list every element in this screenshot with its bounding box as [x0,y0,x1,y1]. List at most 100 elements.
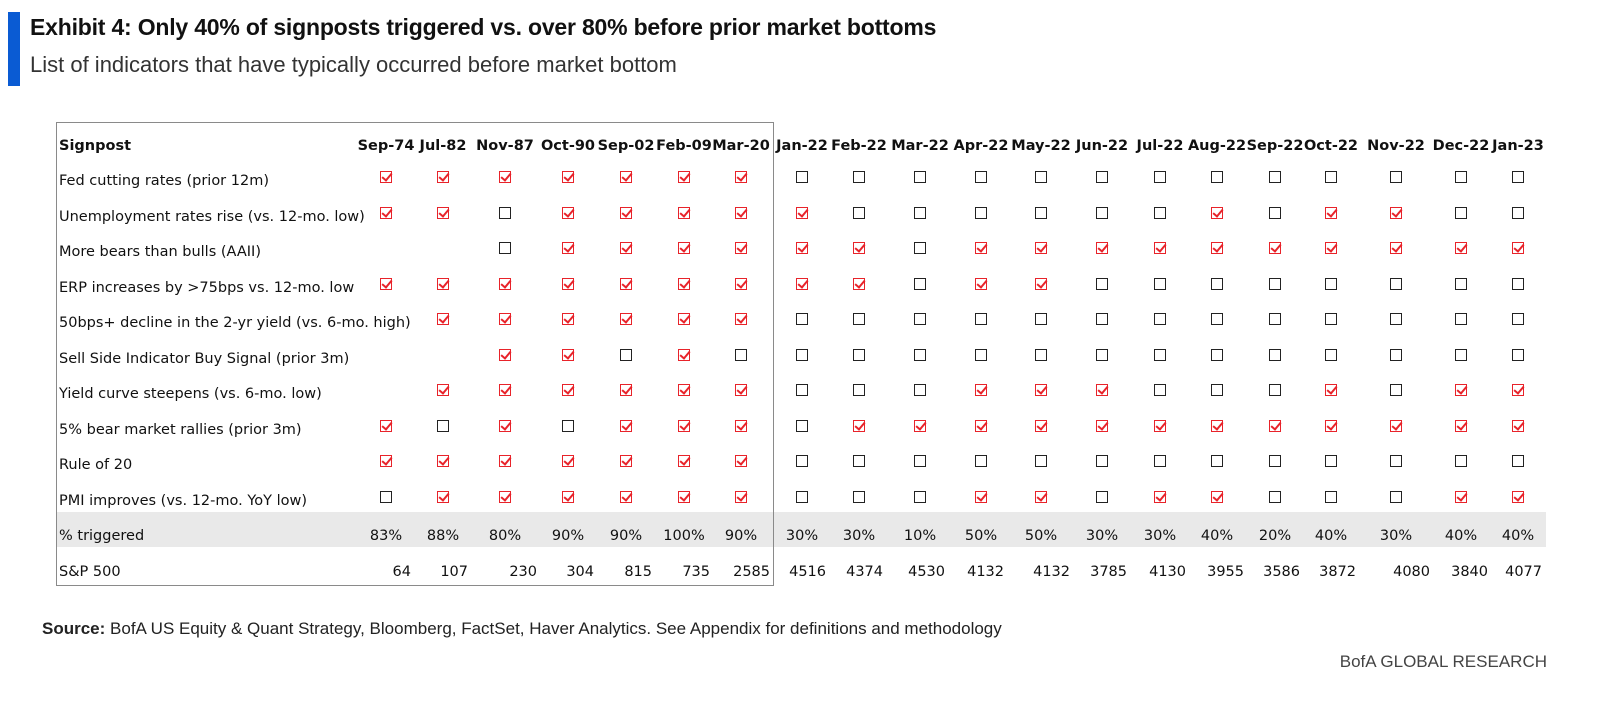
unchecked-box-icon [1035,455,1047,467]
row-label-signpost: Unemployment rates rise (vs. 12-mo. low) [59,208,365,225]
unchecked-box-icon [1455,348,1467,361]
checked-box-icon [1390,242,1402,254]
checked-box-icon [678,206,690,219]
unchecked-box-icon [1035,171,1047,183]
unchecked-box-icon [499,242,511,254]
unchecked-box-icon [1512,313,1524,325]
checked-box-icon [1269,419,1281,432]
checked-box-icon [499,384,511,396]
checked-box-icon [620,313,632,325]
column-header-period: Jan-22 [776,138,828,154]
checked-box-icon [1269,242,1281,254]
checked-box-icon [620,277,632,290]
unchecked-box-icon [1211,277,1223,290]
sp500-value: 4130 [1149,564,1186,580]
column-header-signpost: Signpost [59,138,132,154]
checked-box-icon [437,455,449,467]
unchecked-box-icon [1096,348,1108,361]
checked-box-icon [1035,242,1047,254]
triggered-value: 50% [964,528,998,544]
unchecked-box-icon [853,455,865,467]
triggered-value: 80% [488,528,522,544]
triggered-value: 20% [1258,528,1292,544]
checked-box-icon [735,171,747,183]
checked-box-icon [796,277,808,290]
row-label-signpost: ERP increases by >75bps vs. 12-mo. low [59,279,355,296]
checked-box-icon [562,348,574,361]
checked-box-icon [562,313,574,325]
unchecked-box-icon [1455,206,1467,219]
triggered-row-band [56,512,1546,547]
checked-box-icon [499,348,511,361]
unchecked-box-icon [796,171,808,183]
unchecked-box-icon [1269,206,1281,219]
row-label-signpost: Fed cutting rates (prior 12m) [59,173,269,189]
triggered-value: 40% [1501,528,1535,544]
checked-box-icon [1455,384,1467,396]
checked-box-icon [853,242,865,254]
checked-box-icon [678,490,690,503]
unchecked-box-icon [1154,171,1166,183]
unchecked-box-icon [1325,277,1337,290]
column-header-period: May-22 [1011,138,1071,154]
row-label-signpost: 5% bear market rallies (prior 3m) [59,421,302,438]
sp500-value: 3955 [1207,564,1244,580]
sp500-value: 304 [566,564,594,580]
sp500-value: 64 [392,564,411,580]
triggered-value: 30% [1379,528,1413,544]
checked-box-icon [437,490,449,503]
column-header-period: Sep-02 [597,138,655,154]
sp500-value: 230 [509,564,537,580]
unchecked-box-icon [620,348,632,361]
unchecked-box-icon [975,206,987,219]
unchecked-box-icon [853,490,865,503]
sp500-value: 4132 [967,564,1004,580]
checked-box-icon [562,384,574,396]
accent-bar [8,12,20,86]
source-label: Source: [42,619,106,638]
unchecked-box-icon [1211,384,1223,396]
row-label-signpost: PMI improves (vs. 12-mo. YoY low) [59,492,308,509]
checked-box-icon [1035,277,1047,290]
triggered-value: 40% [1314,528,1348,544]
row-label-signpost: Rule of 20 [59,457,133,473]
checked-box-icon [853,277,865,290]
unchecked-box-icon [380,490,392,503]
checked-box-icon [380,455,392,467]
column-header-period: Dec-22 [1432,138,1490,154]
unchecked-box-icon [1096,490,1108,503]
checked-box-icon [1455,419,1467,432]
triggered-value: 30% [842,528,876,544]
checked-box-icon [562,171,574,183]
page-subtitle: List of indicators that have typically o… [30,52,677,77]
unchecked-box-icon [1154,313,1166,325]
unchecked-box-icon [1035,348,1047,361]
checked-box-icon [562,455,574,467]
checked-box-icon [1211,242,1223,254]
unchecked-box-icon [1154,206,1166,219]
unchecked-box-icon [1211,171,1223,183]
column-header-period: Aug-22 [1187,138,1247,154]
sp500-value: 735 [682,564,710,580]
checked-box-icon [678,277,690,290]
checked-box-icon [562,242,574,254]
checked-box-icon [678,384,690,396]
unchecked-box-icon [1390,455,1402,467]
checked-box-icon [735,242,747,254]
row-label-signpost: Yield curve steepens (vs. 6-mo. low) [59,386,322,402]
checked-box-icon [499,171,511,183]
row-label-triggered: % triggered [59,528,145,544]
checked-box-icon [735,277,747,290]
triggered-value: 30% [1085,528,1119,544]
checked-box-icon [1154,419,1166,432]
checked-box-icon [562,206,574,219]
unchecked-box-icon [914,348,926,361]
unchecked-box-icon [914,455,926,467]
checked-box-icon [1211,206,1223,219]
checked-box-icon [562,490,574,503]
triggered-value: 90% [724,528,758,544]
triggered-value: 90% [609,528,643,544]
column-header-period: Feb-22 [831,138,887,154]
triggered-value: 40% [1444,528,1478,544]
checked-box-icon [499,455,511,467]
